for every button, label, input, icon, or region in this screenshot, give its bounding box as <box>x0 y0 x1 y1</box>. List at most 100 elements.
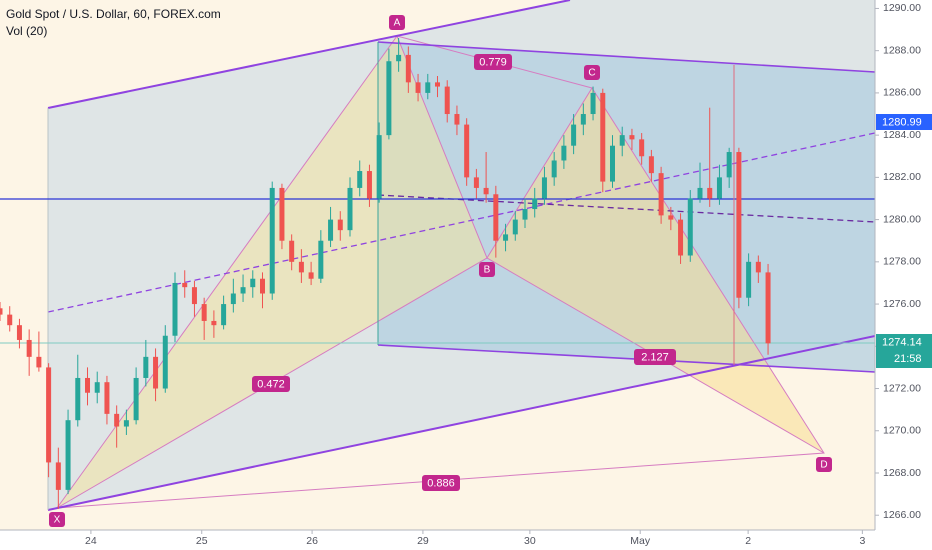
candle-body <box>512 219 518 235</box>
candle-body <box>366 171 372 199</box>
y-tick-label: 1268.00 <box>883 467 921 479</box>
candle-body <box>133 377 139 421</box>
candle-body <box>716 177 722 199</box>
candle-body <box>425 82 431 93</box>
candle-body <box>590 92 596 115</box>
candle-body <box>357 171 363 188</box>
channel-line <box>377 41 875 73</box>
point-badge <box>584 65 600 80</box>
candle-body <box>435 82 440 87</box>
candle-body <box>221 304 227 326</box>
candle-body <box>46 367 52 463</box>
candle-body <box>678 219 684 256</box>
candle-body <box>104 382 110 414</box>
y-tick-label: 1276.00 <box>883 298 921 310</box>
pattern-labels: A X B C D 0.779 0.472 2.127 0.886 <box>49 15 832 527</box>
y-tick-label: 1284.00 <box>883 129 921 141</box>
channel-line <box>377 344 875 373</box>
ratio-badge <box>634 349 676 365</box>
candle-body <box>629 135 635 140</box>
candle-body <box>551 160 557 178</box>
chart-title: Gold Spot / U.S. Dollar, 60, FOREX.com <box>6 7 221 21</box>
candle-body <box>7 314 13 326</box>
point-badge <box>816 457 832 472</box>
candle-body <box>464 124 470 178</box>
y-tick-label: 1280.00 <box>883 213 921 225</box>
candle-body <box>483 187 489 195</box>
candle-body <box>668 215 674 220</box>
x-tick-label: 29 <box>417 535 429 547</box>
candle-body <box>697 187 703 199</box>
candle-body <box>0 308 3 315</box>
candle-body <box>318 240 324 279</box>
ratio-label: 0.886 <box>427 477 455 489</box>
candle-body <box>201 304 207 321</box>
candle-body <box>298 261 304 273</box>
candle-body <box>191 287 197 305</box>
candle-body <box>580 114 586 125</box>
candle-body <box>114 413 120 427</box>
candle-body <box>658 173 664 216</box>
candle-body <box>172 282 178 336</box>
candle-body <box>162 335 168 389</box>
candle-body <box>240 287 246 294</box>
candle-body <box>561 145 567 161</box>
candle-body <box>250 278 256 288</box>
y-tick-label: 1270.00 <box>883 425 921 437</box>
point-label: A <box>394 18 401 29</box>
candle-body <box>746 261 752 298</box>
candle-body <box>755 261 761 273</box>
ratio-badge <box>252 376 290 392</box>
x-tick-label: 24 <box>85 535 97 547</box>
candle-body <box>36 356 42 368</box>
ratio-label: 0.779 <box>479 56 507 68</box>
candle-body <box>736 152 742 298</box>
candle-body <box>55 462 61 490</box>
candle-body <box>444 86 450 115</box>
candle-body <box>230 293 236 305</box>
y-tick-label: 1288.00 <box>883 44 921 56</box>
candle-body <box>279 187 285 241</box>
candle-body <box>639 139 645 157</box>
price-badge-label: 1274.14 <box>882 336 922 348</box>
candles <box>0 38 771 509</box>
y-tick-label: 1266.00 <box>883 509 921 521</box>
candle-body <box>405 54 411 83</box>
pattern-lines <box>56 34 825 509</box>
candle-body <box>765 272 771 344</box>
y-tick-label: 1286.00 <box>883 87 921 99</box>
x-tick-label: 3 <box>859 535 865 547</box>
candle-body <box>707 187 713 199</box>
x-tick-label: 30 <box>524 535 536 547</box>
candle-body <box>473 177 479 188</box>
y-tick-label: 1272.00 <box>883 382 921 394</box>
price-badge <box>876 334 932 368</box>
countdown: 21:58 <box>894 353 922 365</box>
point-badge <box>389 15 405 30</box>
candle-body <box>269 187 275 294</box>
candle-body <box>337 219 343 231</box>
candle-body <box>289 240 295 262</box>
pattern-fill <box>487 88 824 453</box>
x-tick-label: 2 <box>745 535 751 547</box>
y-tick-label: 1282.00 <box>883 171 921 183</box>
point-label: C <box>588 68 595 79</box>
point-badge <box>479 262 495 277</box>
candle-body <box>376 135 382 199</box>
candle-body <box>65 420 71 490</box>
candle-body <box>386 61 392 136</box>
candle-body <box>328 219 334 241</box>
candle-body <box>16 325 22 340</box>
price-badge-label: 1280.99 <box>882 116 922 128</box>
price-badge <box>876 114 932 130</box>
candle-body <box>415 82 421 93</box>
candle-body <box>522 209 528 220</box>
candle-body <box>308 272 314 279</box>
candle-body <box>153 356 159 389</box>
point-badge <box>49 512 65 527</box>
candle-body <box>347 187 353 231</box>
x-tick-label: 25 <box>196 535 208 547</box>
x-tick-label: May <box>630 535 651 547</box>
candle-body <box>211 320 217 326</box>
